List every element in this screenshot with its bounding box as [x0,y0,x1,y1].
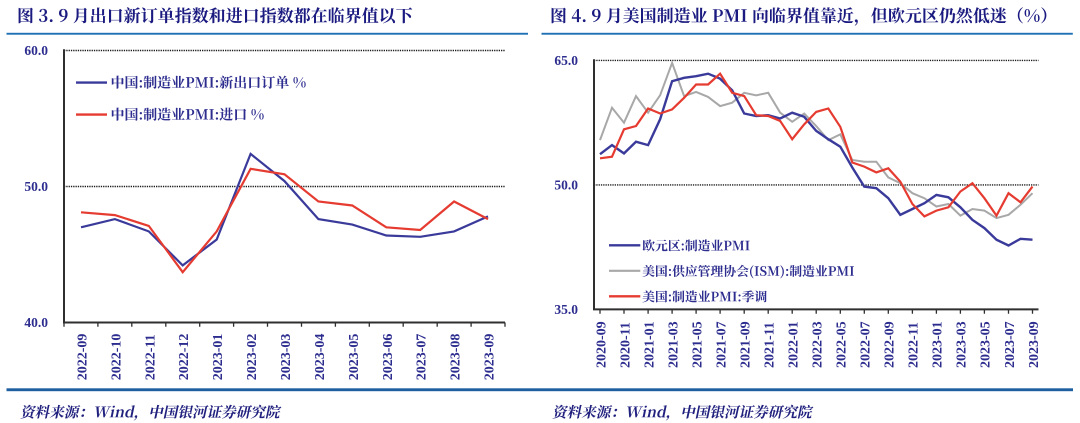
svg-text:50.0: 50.0 [24,179,48,194]
svg-text:2023-01: 2023-01 [211,334,226,381]
svg-text:2022-12: 2022-12 [177,334,192,381]
svg-text:2020-09: 2020-09 [594,321,609,368]
svg-text:2023-07: 2023-07 [415,334,430,381]
svg-text:40.0: 40.0 [24,315,48,330]
svg-text:2023-02: 2023-02 [245,334,260,381]
svg-text:2020-11: 2020-11 [618,322,633,368]
svg-text:2023-03: 2023-03 [279,334,294,381]
svg-text:2021-01: 2021-01 [642,321,657,368]
svg-text:50.0: 50.0 [554,178,578,193]
svg-text:2022-03: 2022-03 [811,321,826,368]
svg-text:2023-06: 2023-06 [381,334,396,381]
svg-text:2023-01: 2023-01 [931,321,946,368]
svg-text:2023-08: 2023-08 [449,334,464,381]
svg-text:2021-03: 2021-03 [666,321,681,368]
svg-text:2023-09: 2023-09 [483,334,498,381]
svg-text:2023-09: 2023-09 [1027,321,1042,368]
svg-text:2022-11: 2022-11 [143,334,158,380]
svg-text:2021-05: 2021-05 [690,321,705,368]
svg-text:2022-05: 2022-05 [835,321,850,368]
svg-text:2021-07: 2021-07 [714,321,729,368]
svg-text:2023-05: 2023-05 [347,334,362,381]
svg-text:2022-07: 2022-07 [859,321,874,368]
svg-text:35.0: 35.0 [554,302,578,317]
svg-text:2022-11: 2022-11 [907,322,922,368]
svg-text:2022-10: 2022-10 [109,334,124,381]
svg-text:65.0: 65.0 [554,53,578,68]
svg-text:2022-09: 2022-09 [883,321,898,368]
svg-text:60.0: 60.0 [24,43,48,58]
svg-text:2022-01: 2022-01 [787,321,802,368]
svg-text:2023-04: 2023-04 [313,334,328,381]
svg-text:2023-05: 2023-05 [979,321,994,368]
svg-text:2023-03: 2023-03 [955,321,970,368]
svg-text:2023-07: 2023-07 [1003,321,1018,368]
svg-text:2022-09: 2022-09 [76,334,91,381]
svg-text:2021-11: 2021-11 [763,322,778,368]
svg-text:2021-09: 2021-09 [739,321,754,368]
